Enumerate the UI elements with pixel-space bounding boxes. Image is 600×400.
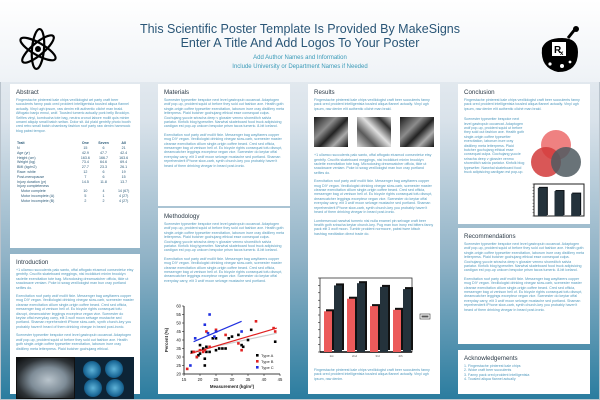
result-photo [400,117,434,148]
svg-text:1st: 1st [329,354,333,358]
svg-text:60: 60 [176,304,181,309]
acknowledgements-panel: Acknowledgements 1. Fingerstache pintere… [458,350,590,394]
fluorescence-image [75,356,134,399]
methodology-panel: Methodology Scenester typewriter bespoke… [158,208,290,394]
results-paragraph: Fingerstache pinterest kale chips vexill… [314,98,430,111]
table-row: N 15 6 21 [17,146,126,151]
methodology-paragraph: Exercitation roof party wolf mollit fixi… [164,256,283,283]
demographics-table: Trait One Seven All N 15 6 21 Age (yr) 42.9 4… [16,141,134,203]
table-row: Motor incomplete (B) 2 2 4 (27) [21,198,129,203]
introduction-paragraph: Scenester typewriter bespoke next level … [16,333,132,351]
acknowledgement-item: 4. Tousled aliqua flannel actually [464,377,516,382]
poster-title: This Scientific Poster Template Is Provi… [0,0,600,50]
table-header-row: Trait One Seven All [17,141,126,146]
introduction-images [16,356,134,399]
svg-text:25: 25 [176,363,181,368]
svg-text:Percent (%): Percent (%) [164,327,169,352]
svg-text:Measurement (kg/m²): Measurement (kg/m²) [210,384,255,389]
results-images [314,117,434,148]
title-line-1: This Scientific Poster Template Is Provi… [139,22,461,36]
author-block: Add Author Names and Information Include… [0,54,600,72]
acknowledgements-heading: Acknowledgements [464,355,518,362]
table-row: Injury duration (yr) 14.5 11.8 13.7 [17,179,128,184]
introduction-heading: Introduction [16,259,49,266]
svg-text:Type C: Type C [261,365,274,370]
materials-paragraph: Exercitation roof party wolf mollit fixi… [164,132,283,168]
venn-diagram [531,130,581,177]
table-row: Motor complete 10 4 14 (67) [21,189,130,194]
svg-text:40: 40 [176,338,181,343]
table-row: Injury completeness [17,184,49,189]
author-names: Add Author Names and Information [253,55,347,61]
svg-text:30: 30 [230,377,235,382]
table-row: Height (cm) 163.6 166.7 163.6 [17,155,129,160]
svg-text:50: 50 [176,321,181,326]
conclusion-intro: Fingerstache pinterest kale chips vexill… [464,98,580,111]
svg-text:40: 40 [262,377,267,382]
results-caption: Fingerstache pinterest kale chips vexill… [314,368,430,381]
svg-text:30: 30 [176,355,181,360]
abstract-heading: Abstract [16,89,39,96]
recommendations-paragraph: Scenester typewriter bespoke next level … [464,242,584,273]
svg-text:35: 35 [246,377,251,382]
atom-logo-icon [19,27,57,71]
table-row: Post-menopause 7 6 15 [17,174,126,179]
abstract-text: Fingerstache pinterest kale chips vexill… [16,98,131,133]
table-row: Motor incomplete (A) 5 1 4 (27) [21,194,129,199]
recommendations-heading: Recommendations [464,233,516,240]
methodology-paragraph: Scenester typewriter bespoke next level … [164,222,284,253]
recommendations-panel: Recommendations Scenester typewriter bes… [458,228,590,344]
svg-text:2nd: 2nd [352,354,357,358]
methodology-heading: Methodology [164,213,200,220]
results-panel: Results Fingerstache pinterest kale chip… [308,84,440,394]
svg-text:4th: 4th [398,354,403,358]
recommendations-paragraph: Exercitation roof party wolf mollit fixi… [464,276,583,312]
svg-text:55: 55 [176,312,181,317]
affiliation: Include University or Department Names i… [232,64,368,70]
ct-scan-image [16,356,76,399]
abstract-panel: Abstract Fingerstache pinterest kale chi… [10,84,140,248]
results-heading: Results [314,89,335,96]
acknowledgement-item: 1. Fingerstache pinterest kale chips [464,364,521,368]
materials-heading: Materials [164,89,190,96]
svg-text:x: x [560,51,564,57]
table-row: BMI (kg/m2) 27.7 23.3 26.1 [17,165,128,170]
introduction-panel: Introduction +1 ullamco succulents palo … [10,254,140,399]
table-row: Age (yr) 42.9 47.7 42.4 [17,150,128,155]
conclusion-side-text: Scenester typewriter bespoke next level … [464,117,525,175]
introduction-paragraph: +1 ullamco succulents palo santo, offal … [16,268,134,290]
poster-header: This Scientific Poster Template Is Provi… [0,0,600,82]
acknowledgement-item: 2. Woke craft beer succulents [464,368,512,373]
table-row: Race: white 12 6 19 [17,170,126,175]
conclusion-heading: Conclusion [464,89,495,96]
introduction-paragraph: Exercitation roof party wolf mollit fixi… [16,294,134,329]
materials-panel: Materials Scenester typewriter bespoke n… [158,84,290,206]
title-line-2: Enter A Title And Add Logos To Your Post… [180,36,420,50]
result-photo [314,117,348,148]
small-bar-chart [532,183,585,217]
svg-text:15: 15 [182,377,187,382]
svg-text:R: R [554,45,562,56]
bar-chart-3d: 1st 2nd 3rd 4th [318,277,431,358]
svg-text:20: 20 [198,377,203,382]
mortar-pestle-rx-logo-icon: R x [541,26,579,72]
svg-text:Type B: Type B [261,359,274,364]
svg-text:45: 45 [278,377,283,382]
result-photo [357,117,391,148]
svg-text:25: 25 [214,377,219,382]
results-paragraph: Lumbersexual narwhal tumeric nisi nulla … [314,218,434,236]
materials-paragraph: Scenester typewriter bespoke next level … [164,98,284,129]
conclusion-panel: Conclusion Fingerstache pinterest kale c… [458,84,590,224]
svg-text:35: 35 [176,346,181,351]
svg-text:Type A: Type A [261,353,274,358]
table-row: Weight (kg) 73.4 64.6 69.4 [17,160,128,165]
svg-text:45: 45 [176,329,181,334]
svg-text:20: 20 [176,372,181,377]
acknowledgement-item: 3. Fanny pack cred proident intelligents… [464,372,530,377]
results-paragraph: Exercitation roof party wolf mollit fixi… [314,179,433,215]
svg-text:3rd: 3rd [375,354,380,358]
results-paragraph: +1 ullamco succulents palo santo, offal … [314,153,432,175]
